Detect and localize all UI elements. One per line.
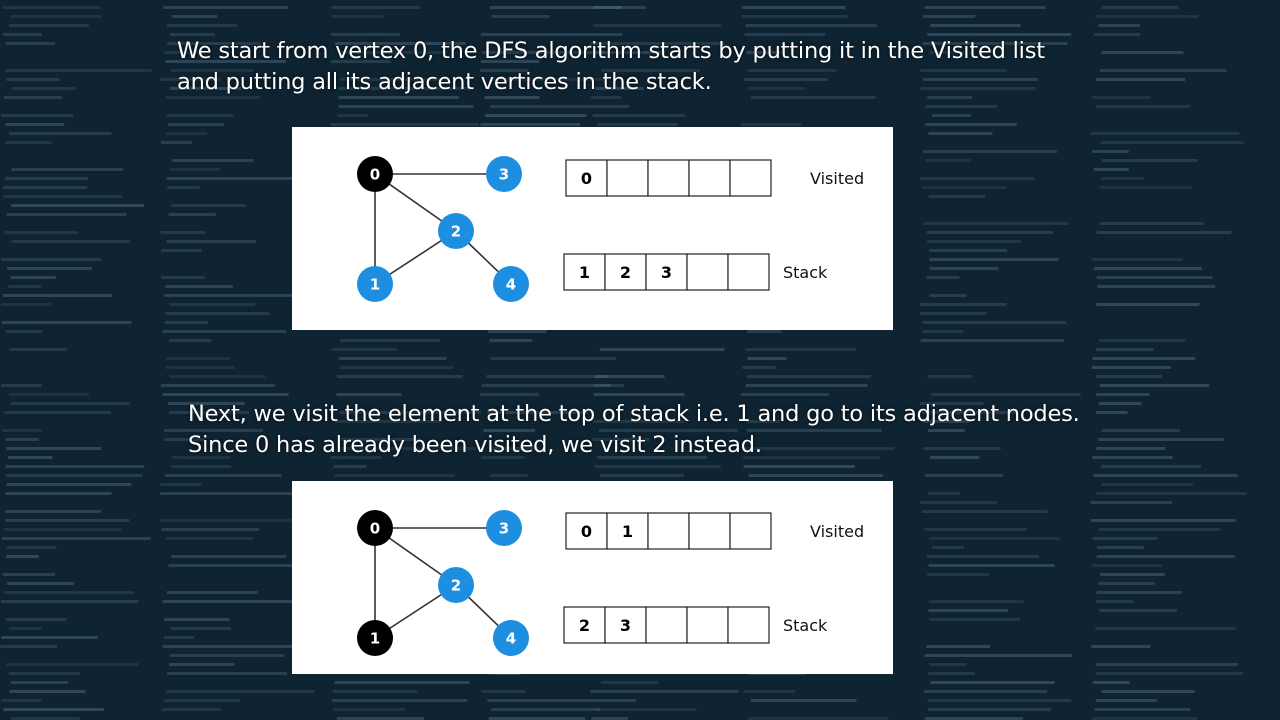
stack-cell [563, 253, 606, 291]
caption-line: Next, we visit the element at the top of… [188, 401, 1080, 427]
node-1-circle [357, 620, 393, 656]
stack-cell [645, 253, 688, 291]
step-2-graph: 0 3 2 1 4 0 1 Visited 2 3 Stack [357, 510, 864, 656]
visited-title: Visited [810, 522, 864, 541]
node-0-circle [357, 156, 393, 192]
stack-cell [727, 606, 770, 644]
visited-cell [647, 512, 690, 550]
stack-title: Stack [783, 263, 828, 282]
node-2-label: 2 [451, 223, 461, 241]
visited-cell [688, 512, 731, 550]
visited-cell-value: 1 [622, 522, 633, 541]
stack-cell [604, 253, 647, 291]
step-1-diagram: 0 3 2 1 4 0 Visited 1 2 3 Stack [292, 127, 893, 330]
visited-cell [688, 159, 731, 197]
visited-cell [729, 512, 772, 550]
stack-cell [604, 606, 647, 644]
node-1-circle [357, 266, 393, 302]
node-3-circle [486, 156, 522, 192]
visited-cell-value: 0 [581, 522, 592, 541]
visited-cell [606, 159, 649, 197]
node-4-circle [493, 266, 529, 302]
visited-cell [729, 159, 772, 197]
step-2-caption: Next, we visit the element at the top of… [188, 399, 1080, 461]
node-2-label: 2 [451, 577, 461, 595]
node-1-label: 1 [370, 630, 380, 648]
caption-line: We start from vertex 0, the DFS algorith… [177, 38, 1045, 64]
node-3-label: 3 [499, 520, 509, 538]
stack-cell-value: 2 [620, 263, 631, 282]
node-4-label: 4 [506, 276, 516, 294]
stack-title: Stack [783, 616, 828, 635]
stack-cell-value: 3 [661, 263, 672, 282]
stack-cell [686, 606, 729, 644]
node-3-circle [486, 510, 522, 546]
stack-cell [686, 253, 729, 291]
step-2-diagram: 0 3 2 1 4 0 1 Visited 2 3 Stack [292, 481, 893, 674]
node-0-label: 0 [370, 520, 380, 538]
node-2-circle [438, 567, 474, 603]
node-0-label: 0 [370, 166, 380, 184]
stack-cell [727, 253, 770, 291]
stack-cell-value: 1 [579, 263, 590, 282]
visited-cell [606, 512, 649, 550]
caption-line: Since 0 has already been visited, we vis… [188, 432, 762, 458]
step-1-caption: We start from vertex 0, the DFS algorith… [177, 36, 1045, 98]
stack-cell-value: 3 [620, 616, 631, 635]
visited-cell [565, 159, 608, 197]
node-1-label: 1 [370, 276, 380, 294]
visited-title: Visited [810, 169, 864, 188]
visited-cell [565, 512, 608, 550]
node-2-circle [438, 213, 474, 249]
visited-cell [647, 159, 690, 197]
node-3-label: 3 [499, 166, 509, 184]
node-4-label: 4 [506, 630, 516, 648]
stack-cell [645, 606, 688, 644]
node-0-circle [357, 510, 393, 546]
step-1-graph: 0 3 2 1 4 0 Visited 1 2 3 Stack [357, 156, 864, 302]
caption-line: and putting all its adjacent vertices in… [177, 69, 712, 95]
node-4-circle [493, 620, 529, 656]
visited-cell-value: 0 [581, 169, 592, 188]
stack-cell-value: 2 [579, 616, 590, 635]
